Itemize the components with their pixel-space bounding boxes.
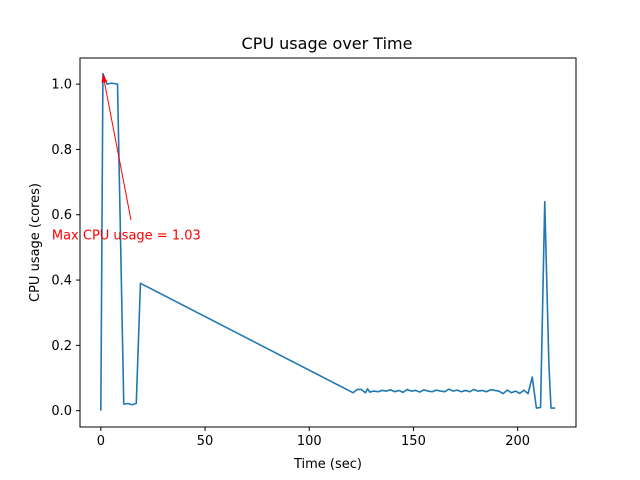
annotation-arrow [102,74,132,221]
annotation-text: Max CPU usage = 1.03 [52,228,201,243]
y-tick-label: 0.2 [51,339,72,354]
y-tick-label: 0.0 [51,404,72,419]
y-tick-label: 0.6 [51,208,72,223]
series-line-cpu [100,72,556,411]
x-axis-label: Time (sec) [293,457,362,472]
y-tick-label: 0.8 [51,143,72,158]
x-tick-label: 150 [401,434,426,449]
x-tick-label: 50 [197,434,214,449]
x-axis-ticks: 0 50 100 150 200 [97,427,530,449]
plot-area-frame [79,57,577,428]
chart-title: CPU usage over Time [242,34,413,53]
y-tick-label: 1.0 [51,78,72,93]
y-axis-ticks: 0.0 0.2 0.4 0.6 0.8 1.0 [51,78,80,419]
y-tick-label: 0.4 [51,274,72,289]
y-axis-label: CPU usage (cores) [28,183,43,302]
annotation: Max CPU usage = 1.03 [52,74,201,243]
x-tick-label: 0 [97,434,105,449]
x-tick-label: 100 [297,434,322,449]
annotation-arrowhead [101,74,108,83]
x-tick-label: 200 [505,434,530,449]
